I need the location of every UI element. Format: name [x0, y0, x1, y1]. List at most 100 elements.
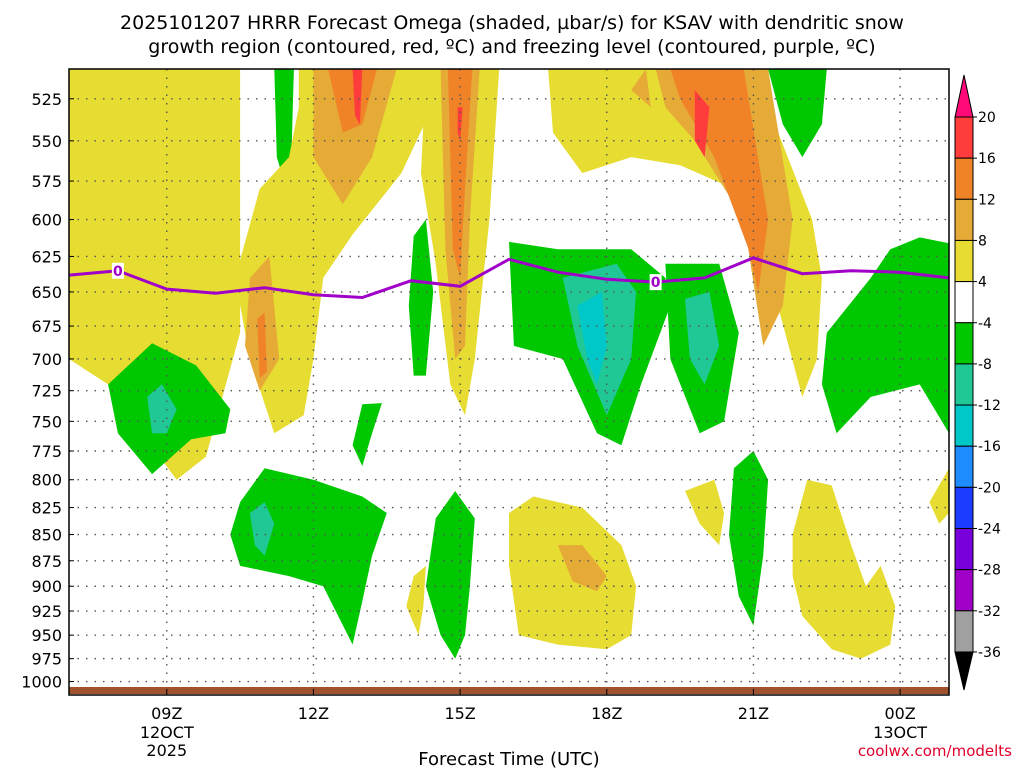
- colorbar-label-4: 4: [978, 275, 987, 291]
- colorbar-label--28: -28: [978, 563, 1001, 579]
- colorbar-swatch-11: [954, 569, 974, 612]
- y-tick-label-775: 775: [31, 442, 62, 461]
- colorbar-swatch-8: [954, 445, 974, 488]
- omega-region-24: [821, 237, 949, 434]
- colorbar-label-16: 16: [978, 151, 996, 167]
- omega-region-28: [230, 468, 387, 645]
- y-tick-label-650: 650: [31, 283, 62, 302]
- colorbar: 20 16 12 8 4 -4 -8 -12 -16 -20 -24 -28 -32 -36: [954, 74, 1001, 691]
- y-tick-label-725: 725: [31, 382, 62, 401]
- omega-region-17: [768, 69, 827, 158]
- colorbar-label--32: -32: [978, 604, 1001, 620]
- omega-region-30: [425, 491, 475, 659]
- omega-region-10: [447, 69, 473, 278]
- x-tick-date-09Z: 12OCT: [140, 723, 194, 742]
- y-tick-label-600: 600: [31, 211, 62, 230]
- omega-region-35: [729, 451, 769, 626]
- omega-region-23: [685, 291, 720, 385]
- freezing-level-labels: 00: [111, 262, 662, 291]
- omega-region-2: [235, 69, 451, 434]
- omega-region-33: [557, 545, 607, 592]
- x-axis-title: Forecast Time (UTC): [418, 749, 599, 768]
- colorbar-label--16: -16: [978, 439, 1001, 455]
- y-tick-label-575: 575: [31, 172, 62, 191]
- y-tick-label-875: 875: [31, 552, 62, 571]
- y-tick-label-950: 950: [31, 626, 62, 645]
- omega-region-31: [406, 565, 426, 636]
- y-tick-label-925: 925: [31, 602, 62, 621]
- y-tick-label-550: 550: [31, 132, 62, 151]
- x-tick-label-15Z: 15Z: [444, 704, 475, 723]
- colorbar-label-20: 20: [978, 110, 996, 126]
- omega-shaded-regions: [69, 69, 949, 659]
- omega-region-21: [577, 291, 607, 385]
- colorbar-swatch-6: [954, 363, 974, 406]
- omega-region-37: [929, 468, 949, 524]
- x-tick-label-12Z: 12Z: [298, 704, 329, 723]
- colorbar-swatch-1: [954, 157, 974, 200]
- freezing-level-label-0: 0: [113, 264, 123, 280]
- omega-region-27: [352, 403, 382, 467]
- omega-region-36: [792, 479, 896, 659]
- y-tick-label-850: 850: [31, 526, 62, 545]
- colorbar-top-triangle: [954, 74, 974, 118]
- colorbar-swatch-9: [954, 486, 974, 530]
- omega-region-18: [408, 219, 434, 376]
- y-axis: 525 550 575 600 625 650 675 700 725 750 775 800 825 8…: [21, 90, 74, 692]
- ground-strip: [69, 687, 949, 694]
- freezing-level-label-bg-1: [649, 274, 662, 291]
- freezing-level-line: [69, 256, 949, 300]
- colorbar-label--8: -8: [978, 357, 992, 373]
- y-tick-label-750: 750: [31, 412, 62, 431]
- freezing-level-label-bg-0: [111, 262, 124, 279]
- colorbar-bottom-triangle: [954, 651, 974, 691]
- chart-title-line-1: 2025101207 HRRR Forecast Omega (shaded, …: [120, 12, 904, 34]
- y-tick-label-1000: 1000: [21, 673, 62, 692]
- x-tick-label-18Z: 18Z: [591, 704, 622, 723]
- colorbar-label--4: -4: [978, 316, 992, 332]
- colorbar-swatch-4: [954, 281, 974, 324]
- y-tick-label-975: 975: [31, 650, 62, 669]
- colorbar-swatch-7: [954, 404, 974, 447]
- omega-region-34: [685, 479, 725, 546]
- omega-region-1: [274, 69, 294, 181]
- colorbar-label-12: 12: [978, 192, 996, 208]
- colorbar-swatch-12: [954, 610, 974, 653]
- colorbar-label-8: 8: [978, 233, 987, 249]
- colorbar-label--36: -36: [978, 645, 1001, 661]
- x-tick-year-09Z: 2025: [146, 741, 187, 760]
- colorbar-swatch-5: [954, 322, 974, 365]
- colorbar-swatch-0: [954, 116, 974, 159]
- omega-region-5: [352, 69, 363, 125]
- colorbar-swatch-3: [954, 239, 974, 283]
- plot-frame: [68, 68, 950, 696]
- omega-region-3: [313, 69, 397, 205]
- y-tick-label-625: 625: [31, 247, 62, 266]
- y-tick-label-800: 800: [31, 471, 62, 490]
- y-tick-label-825: 825: [31, 499, 62, 518]
- omega-region-11: [457, 107, 463, 141]
- omega-region-15: [670, 69, 769, 292]
- y-tick-label-900: 900: [31, 577, 62, 596]
- y-tick-label-525: 525: [31, 90, 62, 109]
- colorbar-label--20: -20: [978, 480, 1001, 496]
- x-tick-label-09Z: 09Z: [151, 704, 182, 723]
- omega-region-7: [257, 312, 267, 379]
- y-tick-label-675: 675: [31, 317, 62, 336]
- chart-title-line-2: growth region (contoured, red, ºC) and f…: [148, 36, 875, 58]
- omega-region-4: [328, 69, 377, 133]
- credit-text: coolwx.com/modelts: [858, 742, 1012, 760]
- omega-region-29: [249, 502, 275, 556]
- colorbar-label--24: -24: [978, 522, 1001, 538]
- omega-region-14: [631, 69, 651, 108]
- x-tick-label-00Z: 00Z: [884, 704, 915, 723]
- colorbar-label--12: -12: [978, 398, 1001, 414]
- y-tick-label-700: 700: [31, 350, 62, 369]
- colorbar-swatch-2: [954, 198, 974, 241]
- colorbar-swatch-10: [954, 528, 974, 571]
- x-tick-date-00Z: 13OCT: [873, 723, 927, 742]
- freezing-level-label-1: 0: [651, 275, 661, 291]
- x-tick-label-21Z: 21Z: [738, 704, 769, 723]
